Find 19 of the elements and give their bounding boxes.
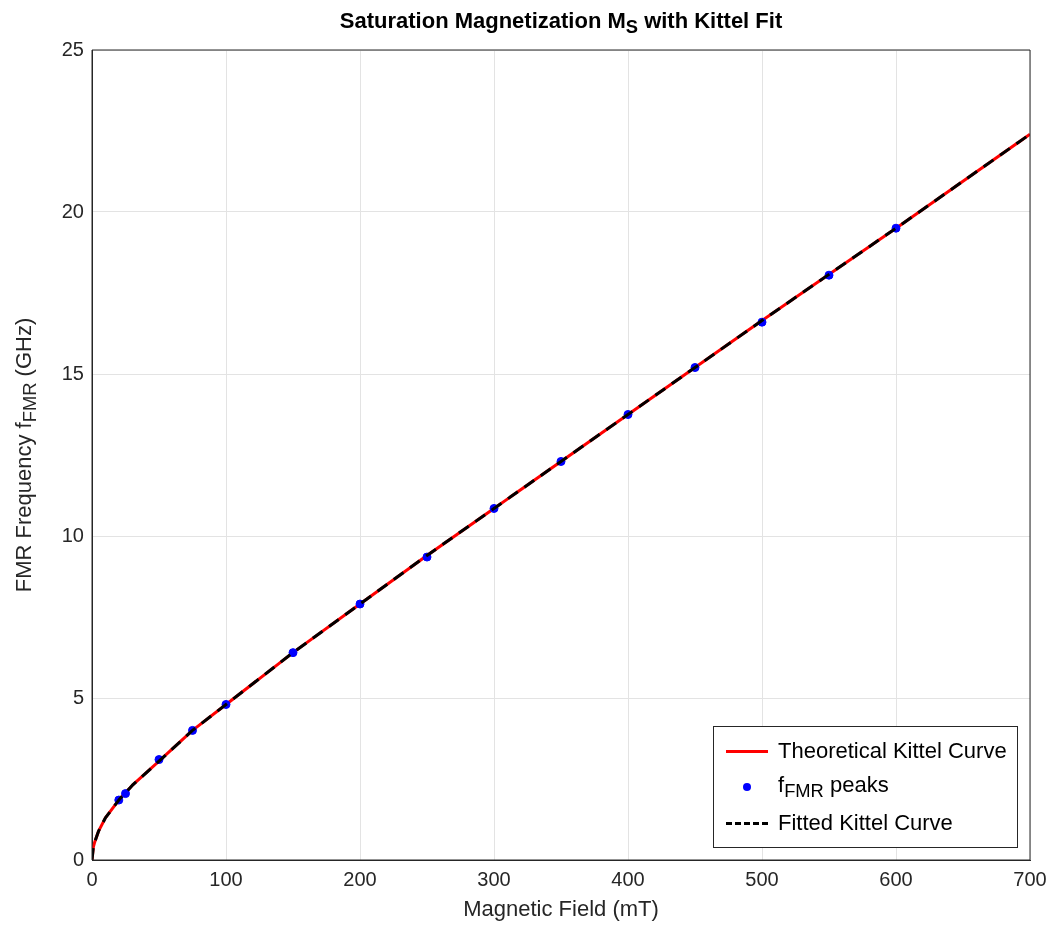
x-tick-label: 500 (745, 867, 779, 890)
legend-label: f$_{FMR}$ peaks (778, 771, 889, 803)
x-tick-label: 100 (209, 867, 243, 890)
x-tick-label: 700 (1013, 867, 1047, 890)
legend-label: Theoretical Kittel Curve (778, 738, 1007, 764)
legend-label: Fitted Kittel Curve (778, 810, 953, 836)
x-tick-label: 600 (879, 867, 913, 890)
y-tick-label: 10 (61, 523, 84, 546)
x-axis-title: Magnetic Field (mT) (462, 896, 660, 922)
y-tick-label: 15 (61, 361, 84, 384)
y-tick-label: 20 (61, 199, 84, 222)
x-tick-label: 400 (611, 867, 645, 890)
y-tick-label: 0 (72, 847, 84, 870)
y-tick-label: 5 (72, 685, 84, 708)
x-tick-label: 0 (86, 867, 98, 890)
x-tick-label: 200 (343, 867, 377, 890)
chart-title: Saturation Magnetization M$_{S}$ with Kittel Fit (338, 8, 784, 39)
y-tick-label: 25 (61, 37, 84, 60)
x-tick-label: 300 (477, 867, 511, 890)
